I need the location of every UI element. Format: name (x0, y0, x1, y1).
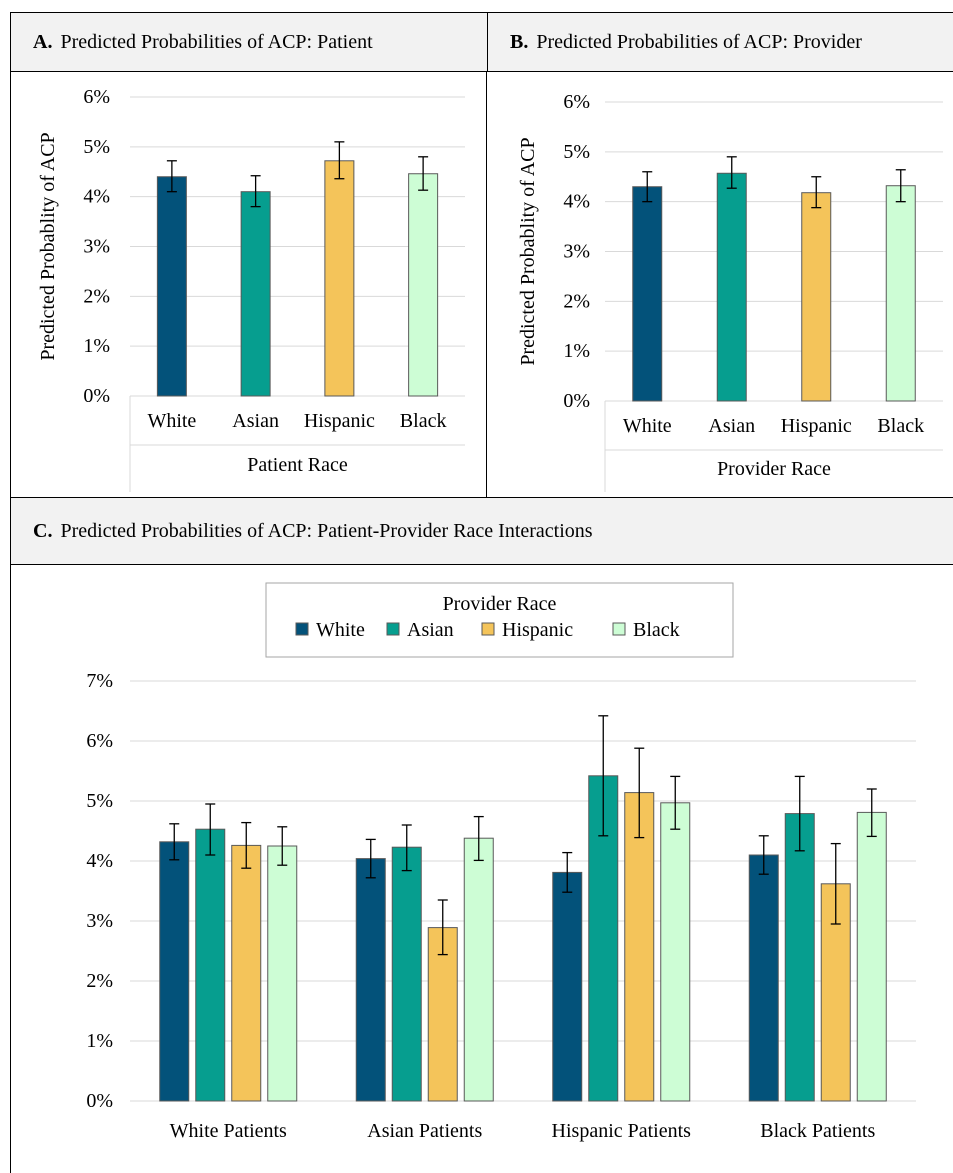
panel-c-title: Predicted Probabilities of ACP: Patient-… (60, 520, 593, 542)
panel-a-title: Predicted Probabilities of ACP: Patient (60, 31, 373, 53)
panel-a-letter: A. (33, 31, 53, 53)
panel-b-header: B. Predicted Probabilities of ACP: Provi… (487, 12, 953, 72)
panel-c-letter: C. (33, 520, 53, 542)
panel-c (10, 497, 953, 1173)
panel-a-header: A. Predicted Probabilities of ACP: Patie… (10, 12, 488, 72)
panel-a (10, 12, 487, 498)
panel-b-letter: B. (510, 31, 529, 53)
panel-c-header: C. Predicted Probabilities of ACP: Patie… (10, 497, 953, 565)
panel-b-title: Predicted Probabilities of ACP: Provider (536, 31, 862, 53)
panel-b (487, 12, 953, 498)
